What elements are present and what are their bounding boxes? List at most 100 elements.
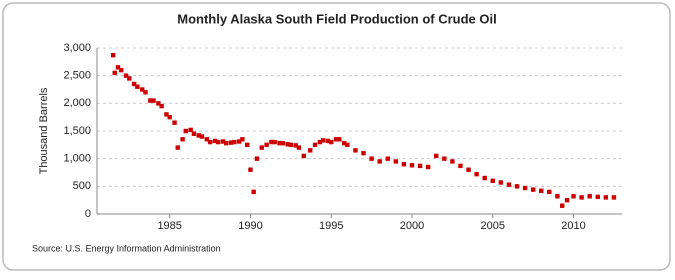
point <box>425 164 431 170</box>
y-tick-label: 1,500 <box>63 125 91 137</box>
y-tick-label: 1,000 <box>63 153 91 165</box>
point <box>180 137 185 142</box>
point <box>442 156 447 161</box>
point <box>143 90 148 95</box>
point <box>571 194 576 199</box>
point <box>361 150 366 156</box>
source: Source: U.S. Energy Information Administ… <box>32 243 221 253</box>
point <box>264 142 269 148</box>
point <box>232 139 237 145</box>
point <box>587 194 592 199</box>
point <box>560 203 565 208</box>
point <box>254 156 260 161</box>
y-axis-label: Thousand Barrels <box>38 87 50 174</box>
point <box>564 197 570 203</box>
point <box>272 139 277 145</box>
point <box>172 120 177 125</box>
point <box>579 195 584 200</box>
y-tick-label: 500 <box>73 180 91 192</box>
point <box>159 103 164 109</box>
x-tick-label: 2010 <box>561 220 585 232</box>
point <box>301 153 306 159</box>
point <box>506 182 512 187</box>
point <box>148 98 153 103</box>
point <box>164 112 169 117</box>
point <box>333 137 339 142</box>
x-tick-label: 2000 <box>400 220 424 232</box>
point <box>353 148 358 153</box>
point <box>207 139 213 145</box>
point <box>458 163 463 169</box>
point <box>312 142 318 148</box>
point <box>555 194 560 199</box>
point <box>259 145 264 150</box>
point <box>112 70 117 76</box>
point <box>474 171 479 177</box>
point <box>119 67 124 73</box>
point <box>320 138 326 143</box>
point <box>434 153 439 159</box>
point <box>530 187 536 192</box>
point <box>131 81 137 87</box>
point <box>110 52 116 58</box>
point <box>450 159 455 164</box>
y-tick-label: 3,000 <box>63 42 91 54</box>
point <box>196 133 201 138</box>
point <box>240 137 245 142</box>
point <box>115 65 121 70</box>
point <box>385 156 390 161</box>
point <box>547 189 552 195</box>
point <box>204 137 210 142</box>
frame <box>2 2 671 271</box>
point <box>293 143 298 148</box>
point <box>377 159 382 164</box>
point <box>603 195 609 200</box>
point <box>401 162 407 167</box>
point <box>337 137 342 142</box>
point <box>151 98 156 103</box>
point <box>317 139 323 145</box>
point <box>277 140 282 146</box>
point <box>199 134 205 139</box>
point <box>308 148 313 153</box>
point <box>269 139 274 145</box>
point <box>490 178 495 183</box>
point <box>127 76 132 81</box>
point <box>611 195 617 200</box>
point <box>191 131 197 136</box>
x-tick-label: 1995 <box>319 220 343 232</box>
point <box>285 142 290 147</box>
y-tick-label: 2,500 <box>63 70 91 82</box>
x-tick-label: 1990 <box>238 220 262 232</box>
point <box>595 194 600 200</box>
chart-title: Monthly Alaska South Field Production of… <box>177 11 496 26</box>
point <box>522 185 528 191</box>
point <box>409 163 415 168</box>
point <box>482 175 487 181</box>
point <box>228 140 234 145</box>
point <box>466 167 471 172</box>
point <box>224 140 229 146</box>
y-tick-label: 2,000 <box>63 97 91 109</box>
point <box>123 73 129 78</box>
point <box>345 142 350 148</box>
point <box>135 84 140 89</box>
point <box>251 189 256 195</box>
point <box>393 159 399 164</box>
point <box>329 139 334 145</box>
point <box>514 184 520 189</box>
point <box>140 87 145 92</box>
point <box>175 145 180 150</box>
x-tick-label: 1985 <box>157 220 181 232</box>
point <box>215 139 221 145</box>
point <box>498 180 504 185</box>
point <box>296 145 302 150</box>
point <box>539 188 544 193</box>
point <box>156 101 161 106</box>
point <box>188 127 193 133</box>
point <box>341 140 347 146</box>
y-tick-label: 0 <box>85 208 91 220</box>
point <box>220 139 226 144</box>
point <box>325 138 331 144</box>
